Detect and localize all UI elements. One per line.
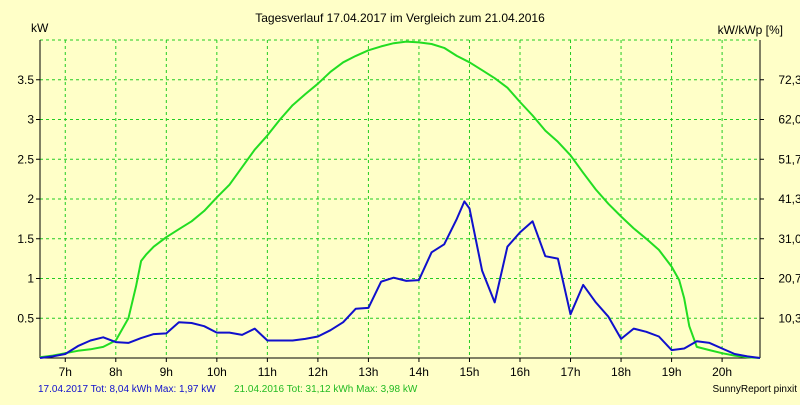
y-axis-right-label: kW/kWp [%] [718,23,783,37]
axes: 7h 8h 9h 10h 11h 12h 13h 14h 15h 16h 17h 18h 19h 20h 0… [17,40,800,379]
x-tick-label: 15h [459,365,479,379]
x-tick-label: 10h [207,365,227,379]
series-line-21-04-2016 [39,40,761,359]
y-tick-label-right: 51,7 [778,152,800,166]
x-tick-label: 18h [611,365,631,379]
y-tick-label-left: 1 [27,272,34,286]
y-axis-left-label: kW [31,21,49,35]
x-tick-label: 16h [510,365,530,379]
x-tick-label: 19h [662,365,682,379]
legend-green-entry: 21.04.2016 Tot: 31,12 kWh Max: 3,98 kW [234,384,418,395]
y-tick-label-right: 62,0 [778,113,800,127]
x-tick-label: 7h [59,365,72,379]
y-tick-label-left: 1.5 [17,232,34,246]
y-tick-label-left: 3.5 [17,73,34,87]
y-tick-label-left: 2.5 [17,152,34,166]
credit-text: SunnyReport pinxit [713,384,798,395]
y-tick-label-right: 31,0 [778,232,800,246]
chart-title: Tagesverlauf 17.04.2017 im Vergleich zum… [255,11,545,25]
x-tick-label: 9h [160,365,173,379]
series-line-17-04-2017 [39,200,761,359]
x-tick-label: 12h [308,365,328,379]
x-tick-label: 8h [109,365,122,379]
y-tick-label-right: 41,3 [778,192,800,206]
y-tick-label-left: 3 [27,113,34,127]
x-tick-label: 17h [561,365,581,379]
grid [40,39,760,358]
x-tick-label: 20h [712,365,732,379]
x-tick-label: 13h [358,365,378,379]
y-tick-label-left: 2 [27,192,34,206]
y-tick-label-right: 72,3 [778,73,800,87]
y-tick-label-right: 20,7 [778,272,800,286]
legend-blue-entry: 17.04.2017 Tot: 8,04 kWh Max: 1,97 kW [38,384,216,395]
x-tick-label: 11h [258,365,277,379]
series-lines [39,40,761,359]
x-tick-label: 14h [409,365,429,379]
y-tick-label-right: 10,3 [778,311,800,325]
y-tick-label-left: 0.5 [17,311,34,325]
